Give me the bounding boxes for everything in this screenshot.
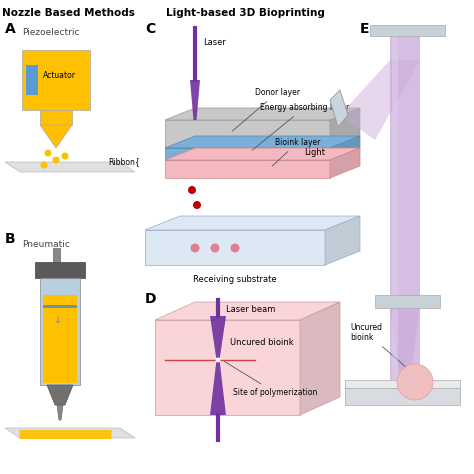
Polygon shape (5, 162, 135, 172)
Polygon shape (345, 380, 460, 388)
Polygon shape (165, 160, 330, 178)
Polygon shape (145, 216, 360, 230)
Polygon shape (43, 295, 77, 383)
Polygon shape (40, 278, 80, 385)
Text: Light-based 3D Bioprinting: Light-based 3D Bioprinting (165, 8, 324, 18)
Polygon shape (190, 80, 200, 120)
Circle shape (191, 244, 200, 253)
Circle shape (62, 153, 69, 159)
Polygon shape (392, 30, 398, 380)
Text: C: C (145, 22, 155, 36)
Polygon shape (40, 110, 72, 125)
Text: B: B (5, 232, 16, 246)
Text: ↓: ↓ (54, 315, 62, 325)
Circle shape (193, 201, 201, 209)
Polygon shape (53, 248, 60, 262)
Circle shape (188, 186, 196, 194)
Text: Receiving substrate: Receiving substrate (193, 275, 277, 284)
Text: E: E (360, 22, 370, 36)
Polygon shape (5, 428, 135, 438)
Polygon shape (22, 50, 90, 110)
Polygon shape (43, 305, 77, 308)
Text: Uncured bioink: Uncured bioink (230, 338, 293, 347)
Polygon shape (390, 30, 420, 380)
Circle shape (45, 149, 52, 156)
Polygon shape (165, 108, 360, 120)
Polygon shape (165, 148, 330, 160)
Polygon shape (40, 125, 72, 148)
Circle shape (216, 357, 220, 363)
Polygon shape (375, 295, 440, 308)
Text: Nozzle Based Methods: Nozzle Based Methods (2, 8, 135, 18)
Polygon shape (57, 405, 63, 420)
Polygon shape (155, 302, 340, 320)
Text: Laser beam: Laser beam (226, 305, 275, 314)
Polygon shape (155, 320, 300, 415)
Polygon shape (330, 108, 360, 148)
Polygon shape (370, 25, 445, 36)
Polygon shape (35, 262, 85, 278)
Polygon shape (26, 65, 38, 95)
Polygon shape (325, 216, 360, 265)
Text: Piezoelectric: Piezoelectric (22, 28, 80, 37)
Text: Bioink layer: Bioink layer (272, 138, 320, 166)
Polygon shape (210, 360, 226, 415)
Polygon shape (340, 60, 420, 140)
Text: Light: Light (304, 148, 326, 157)
Text: Pneumatic: Pneumatic (22, 240, 70, 249)
Polygon shape (210, 316, 226, 360)
Text: D: D (145, 292, 156, 306)
Circle shape (40, 162, 47, 168)
Text: Uncured
bioink: Uncured bioink (350, 323, 413, 373)
Polygon shape (300, 302, 340, 415)
Polygon shape (390, 308, 420, 380)
Circle shape (230, 244, 239, 253)
Text: Donor layer: Donor layer (232, 88, 300, 131)
Polygon shape (330, 90, 348, 127)
Polygon shape (165, 136, 360, 148)
Circle shape (397, 364, 433, 400)
Text: Site of polymerization: Site of polymerization (224, 362, 318, 397)
Text: Actuator: Actuator (43, 71, 76, 80)
Polygon shape (47, 385, 73, 405)
Circle shape (53, 156, 60, 164)
Polygon shape (165, 148, 360, 160)
Text: Ribbon{: Ribbon{ (108, 157, 140, 166)
Text: A: A (5, 22, 16, 36)
Polygon shape (165, 120, 330, 148)
Polygon shape (145, 230, 325, 265)
Text: Laser: Laser (203, 38, 226, 47)
Text: Energy absorbing layer: Energy absorbing layer (252, 103, 349, 150)
Polygon shape (345, 388, 460, 405)
Polygon shape (330, 136, 360, 160)
Polygon shape (330, 148, 360, 178)
Circle shape (210, 244, 219, 253)
